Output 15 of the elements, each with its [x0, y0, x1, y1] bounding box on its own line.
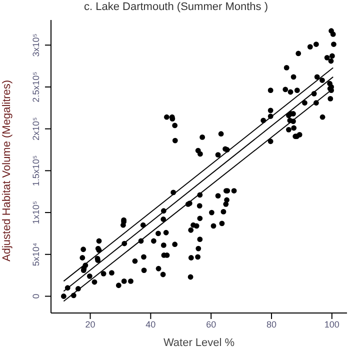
x-tick-label: 100: [324, 319, 340, 330]
y-axis-title: Adjusted Habitat Volume (Megalitres): [0, 80, 13, 262]
x-tick-label: 40: [146, 319, 156, 330]
x-tick-label: 80: [266, 319, 276, 330]
y-tick-label: 2x10⁵: [31, 116, 41, 140]
y-tick-label: 1x10⁵: [31, 200, 41, 224]
y-tick-label: 3x10⁵: [31, 33, 41, 57]
x-tick-label: 60: [206, 319, 216, 330]
chart-title: c. Lake Dartmouth (Summer Months ): [82, 1, 269, 13]
x-tick-label: 20: [85, 319, 96, 330]
y-tick-label: 2.5x10⁵: [31, 71, 41, 102]
y-tick-label: 5x10⁴: [31, 242, 41, 266]
y-tick-label: 1.5x10⁵: [31, 155, 41, 186]
x-axis-title: Water Level %: [163, 337, 235, 348]
y-tick-label: 0: [31, 294, 41, 299]
